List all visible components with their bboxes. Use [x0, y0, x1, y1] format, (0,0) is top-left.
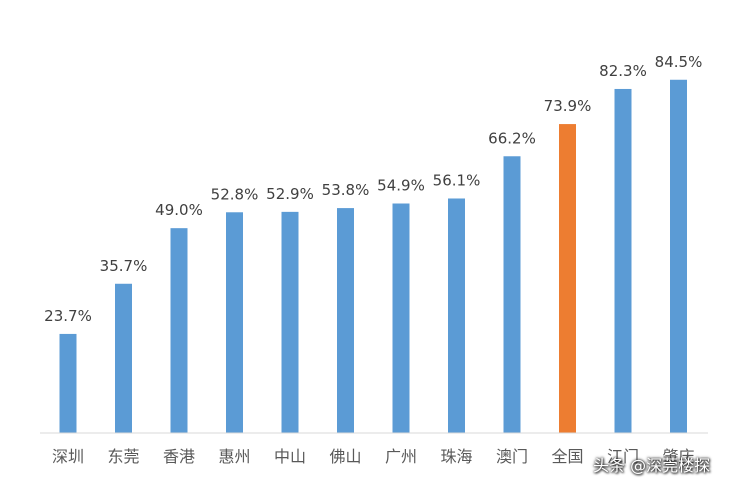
- category-label-2: 香港: [163, 447, 195, 466]
- bar-9: [559, 124, 576, 434]
- bar-6: [392, 203, 410, 433]
- value-label-11: 84.5%: [655, 53, 703, 71]
- value-label-1: 35.7%: [100, 257, 148, 275]
- category-label-0: 深圳: [52, 447, 84, 466]
- bar-7: [448, 198, 465, 433]
- category-label-3: 惠州: [218, 447, 250, 466]
- category-label-6: 广州: [385, 447, 417, 466]
- category-label-10: 江门: [607, 447, 639, 466]
- value-label-9: 73.9%: [544, 97, 592, 115]
- category-label-5: 佛山: [329, 447, 361, 466]
- bar-11: [670, 79, 687, 433]
- category-labels-group: 深圳 东莞 香港 惠州 中山 佛山 广州 珠海 澳门 全国 江门 肇庆: [52, 447, 695, 466]
- bars-group: [59, 79, 687, 434]
- bar-4: [281, 211, 299, 433]
- bar-10: [614, 88, 632, 433]
- value-label-5: 53.8%: [322, 181, 370, 199]
- watermark: 头条 @深莞楼探: [593, 456, 711, 475]
- category-label-8: 澳门: [496, 447, 528, 466]
- category-label-7: 珠海: [440, 447, 472, 466]
- bar-5: [337, 208, 354, 433]
- bar-0: [59, 333, 77, 433]
- value-label-7: 56.1%: [433, 171, 481, 189]
- bar-8: [503, 156, 521, 433]
- bar-3: [226, 212, 243, 433]
- value-label-3: 52.8%: [211, 185, 259, 203]
- category-label-1: 东莞: [107, 447, 139, 466]
- value-label-10: 82.3%: [599, 62, 647, 80]
- value-label-0: 23.7%: [44, 307, 92, 325]
- value-label-2: 49.0%: [155, 201, 203, 219]
- bar-1: [115, 283, 132, 433]
- value-label-4: 52.9%: [266, 185, 314, 203]
- category-label-9: 全国: [551, 447, 583, 466]
- bar-2: [170, 228, 188, 433]
- value-labels-group: 23.7% 35.7% 49.0% 52.8% 52.9% 53.8% 54.9% 56.1%…: [44, 53, 702, 325]
- category-label-4: 中山: [274, 447, 306, 466]
- value-label-8: 66.2%: [488, 129, 536, 147]
- category-label-11: 肇庆: [662, 447, 694, 466]
- value-label-6: 54.9%: [377, 177, 425, 195]
